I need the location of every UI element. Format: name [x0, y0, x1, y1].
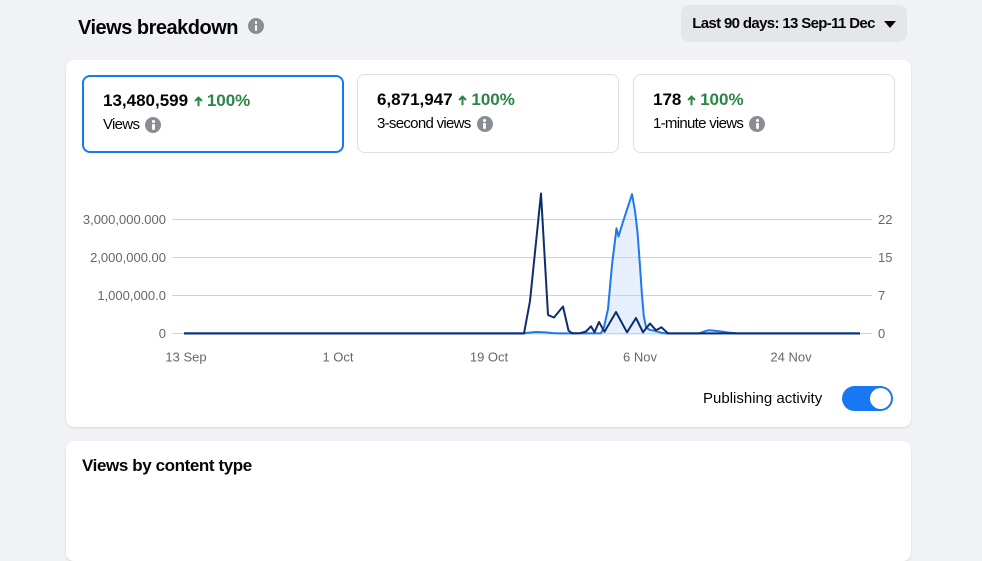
svg-text:3,000,000.000: 3,000,000.000 [83, 212, 166, 227]
svg-text:24 Nov: 24 Nov [770, 350, 812, 365]
svg-text:0: 0 [159, 326, 166, 341]
svg-text:1 Oct: 1 Oct [322, 350, 353, 365]
svg-text:13 Sep: 13 Sep [165, 350, 206, 365]
svg-text:6 Nov: 6 Nov [623, 350, 657, 365]
svg-text:2,000,000.00: 2,000,000.00 [90, 250, 166, 265]
svg-text:7: 7 [878, 288, 885, 303]
svg-text:19 Oct: 19 Oct [470, 350, 509, 365]
svg-text:1,000,000.0: 1,000,000.0 [97, 288, 166, 303]
svg-text:0: 0 [878, 326, 885, 341]
svg-text:22: 22 [878, 212, 892, 227]
svg-text:15: 15 [878, 250, 892, 265]
